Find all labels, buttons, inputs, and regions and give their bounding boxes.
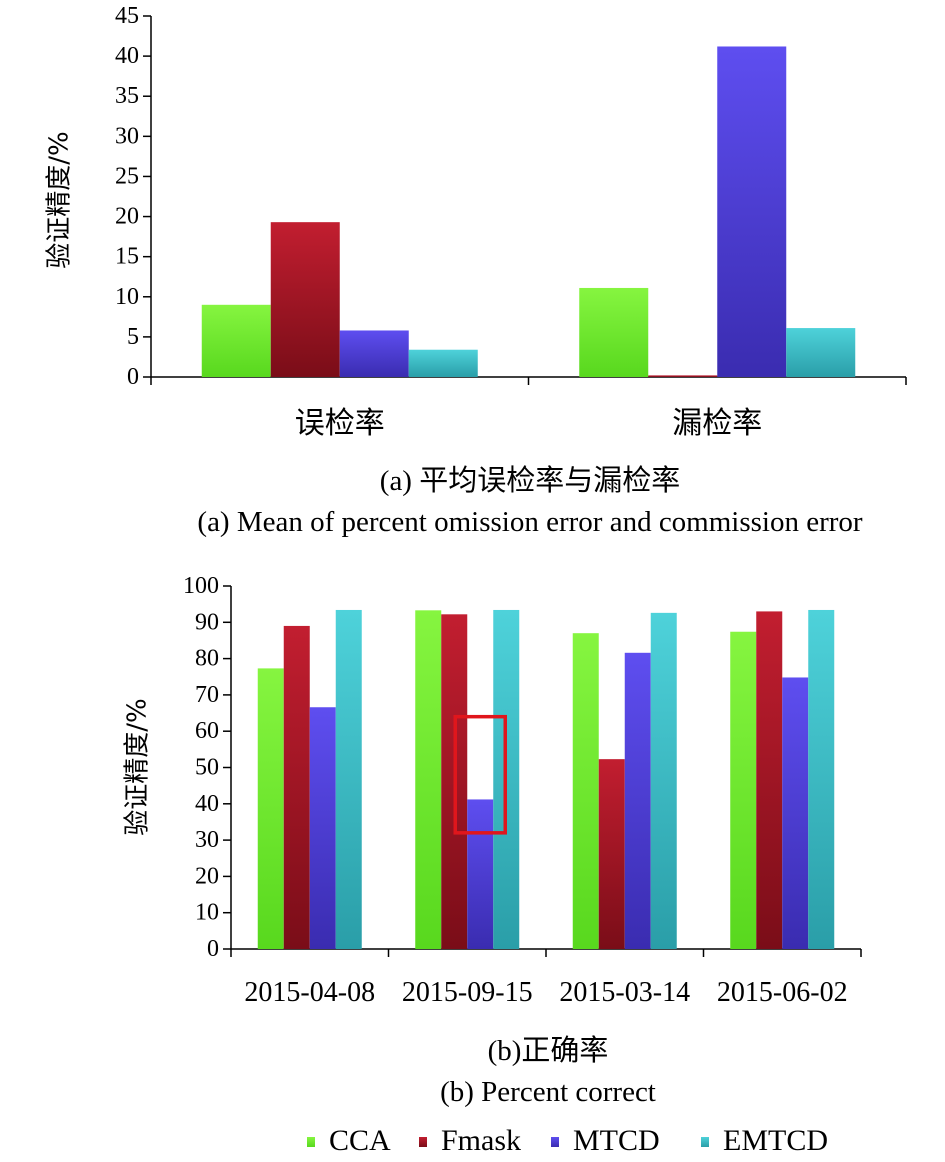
y-tick-label: 40	[115, 43, 139, 69]
bar-cca-4	[730, 631, 757, 949]
x-category-label: 2015-09-15	[402, 977, 533, 1008]
y-tick-label: 90	[195, 609, 219, 635]
legend-label-fmask: Fmask	[441, 1124, 521, 1157]
bar-fmask-1	[283, 625, 310, 949]
bar-cca-1	[257, 668, 284, 949]
y-tick-label: 15	[115, 244, 139, 270]
bar-cca-2	[579, 287, 649, 377]
x-category-label: 2015-06-02	[717, 977, 848, 1008]
chart-a-ylabel: 验证精度/%	[45, 131, 75, 268]
bar-mtcd-1	[339, 330, 409, 377]
y-tick-label: 100	[183, 573, 219, 599]
chart-a-subtitle: (a) Mean of percent omission error and c…	[197, 506, 863, 538]
x-category-label: 漏检率	[672, 406, 762, 441]
bar-mtcd-2	[717, 46, 787, 378]
bar-mtcd-3	[624, 652, 651, 949]
legend-swatch-mtcd	[551, 1137, 559, 1147]
bar-cca-2	[415, 610, 442, 949]
legend-label-mtcd: MTCD	[573, 1124, 660, 1157]
bar-emtcd-4	[808, 609, 835, 949]
bar-mtcd-2	[467, 799, 494, 949]
y-tick-label: 80	[195, 646, 219, 672]
bar-emtcd-1	[408, 349, 478, 377]
legend-label-cca: CCA	[329, 1124, 391, 1157]
y-tick-label: 20	[195, 863, 219, 889]
bar-mtcd-1	[309, 707, 336, 949]
highlight-box	[453, 714, 507, 835]
bar-cca-1	[201, 304, 271, 377]
bar-emtcd-1	[335, 609, 362, 949]
bar-fmask-3	[598, 759, 625, 949]
chart-b-title: (b)正确率	[488, 1034, 609, 1067]
chart-b-plot-area: 0 10 20 30 40 50 60 70 80 90 100 2015-04-08 2015-09-…	[183, 573, 862, 1008]
chart-a-plot-area: 0 5 10 15 20 25 30 35 40 45 误检率 漏检率	[115, 3, 907, 441]
legend-swatch-emtcd	[701, 1137, 709, 1147]
chart-a-omission-commission: 验证精度/% 0 5 10 15 20 25 30 35 40 45 误检率 漏检率 (a) 平均误检…	[45, 3, 907, 538]
y-tick-label: 10	[195, 900, 219, 926]
y-tick-label: 35	[115, 83, 139, 109]
y-tick-label: 20	[115, 204, 139, 230]
chart-b-percent-correct: 验证精度/% 0 10 20 30 40 50 60 70 80 90 100 2015-04-08 2…	[123, 573, 862, 1108]
x-category-label: 误检率	[295, 406, 385, 441]
x-category-label: 2015-03-14	[559, 977, 690, 1008]
y-tick-label: 5	[127, 324, 139, 350]
legend-label-emtcd: EMTCD	[723, 1124, 828, 1157]
y-tick-label: 0	[207, 936, 219, 962]
bar-fmask-1	[270, 222, 340, 377]
bar-emtcd-3	[650, 612, 677, 949]
y-tick-label: 25	[115, 163, 139, 189]
x-category-label: 2015-04-08	[244, 977, 375, 1008]
y-tick-label: 60	[195, 718, 219, 744]
y-tick-label: 0	[127, 364, 139, 390]
chart-b-ylabel: 验证精度/%	[123, 698, 153, 835]
bar-fmask-4	[756, 611, 783, 949]
chart-legend: CCA Fmask MTCD EMTCD	[307, 1124, 828, 1157]
legend-swatch-fmask	[419, 1137, 427, 1147]
y-tick-label: 45	[115, 3, 139, 29]
y-tick-label: 10	[115, 284, 139, 310]
y-tick-label: 40	[195, 791, 219, 817]
chart-a-title: (a) 平均误检率与漏检率	[380, 464, 680, 497]
bar-emtcd-2	[786, 328, 856, 377]
bar-fmask-2	[648, 375, 718, 377]
chart-b-subtitle: (b) Percent correct	[440, 1076, 656, 1108]
bar-mtcd-4	[782, 677, 809, 949]
y-tick-label: 30	[115, 123, 139, 149]
bar-cca-3	[572, 633, 599, 949]
y-tick-label: 50	[195, 755, 219, 781]
y-tick-label: 30	[195, 827, 219, 853]
y-tick-label: 70	[195, 682, 219, 708]
legend-swatch-cca	[307, 1137, 315, 1147]
